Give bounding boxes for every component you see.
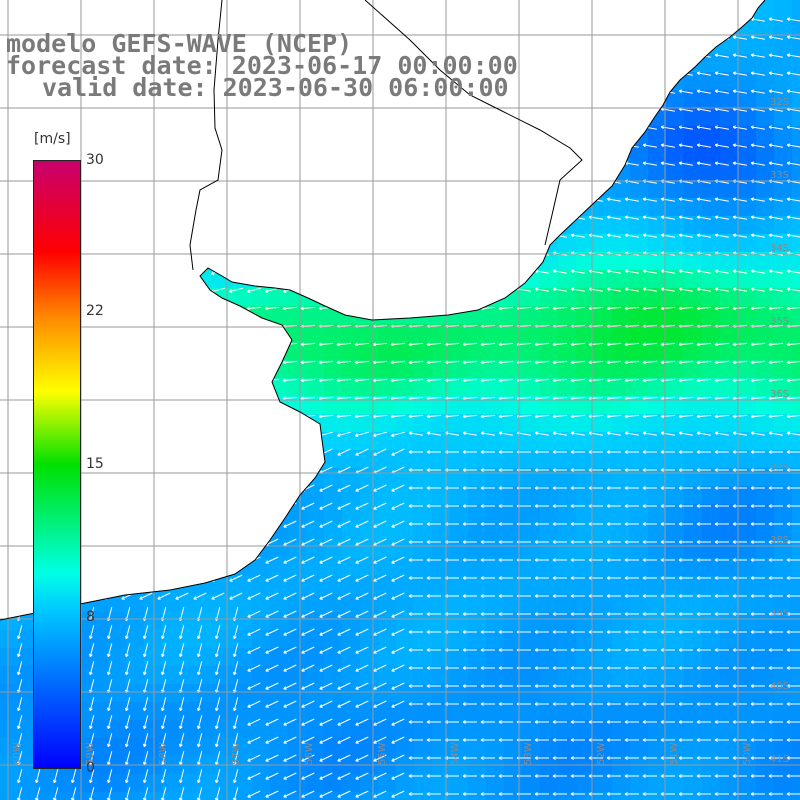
grid-labels: 32S 33S 34S 35S 36S 37S 38S 39S 40S 41S 60W 59W 58W 5… xyxy=(12,97,789,765)
lon-label: 60W xyxy=(12,742,23,765)
lon-label: 52W xyxy=(596,742,607,765)
colorbar-tick-30: 30 xyxy=(86,152,104,168)
border-line xyxy=(189,0,223,271)
lon-label: 50W xyxy=(742,742,753,765)
lon-label: 54W xyxy=(450,742,461,765)
colorbar-tick-8: 8 xyxy=(86,609,95,625)
lon-label: 53W xyxy=(523,742,534,765)
lat-label: 34S xyxy=(770,243,789,254)
coastline xyxy=(0,0,766,621)
colorbar-unit: [m/s] xyxy=(34,131,71,147)
colorbar xyxy=(33,160,81,769)
lat-label: 37S xyxy=(770,462,789,473)
lat-label: 40S xyxy=(770,681,789,692)
valid-date: valid date: 2023-06-30 06:00:00 xyxy=(42,73,509,102)
lat-label: 36S xyxy=(770,389,789,400)
lat-label: 33S xyxy=(770,170,789,181)
lon-label: 59W xyxy=(85,742,96,765)
lon-label: 51W xyxy=(669,742,680,765)
lon-label: 56W xyxy=(304,742,315,765)
colorbar-tick-22: 22 xyxy=(86,303,104,319)
colorbar-tick-0: 0 xyxy=(86,760,95,776)
lat-label: 35S xyxy=(770,316,789,327)
lon-label: 55W xyxy=(377,742,388,765)
lat-label: 39S xyxy=(770,608,789,619)
lat-label: 41S xyxy=(770,754,789,765)
border-line xyxy=(364,0,583,246)
lon-label: 57W xyxy=(231,742,242,765)
lat-label: 32S xyxy=(770,97,789,108)
lon-label: 58W xyxy=(158,742,169,765)
model-title: modelo GEFS-WAVE (NCEP) xyxy=(6,29,353,58)
lat-label: 38S xyxy=(770,535,789,546)
colorbar-tick-15: 15 xyxy=(86,456,104,472)
forecast-date: forecast date: 2023-06-17 00:00:00 xyxy=(6,51,518,80)
